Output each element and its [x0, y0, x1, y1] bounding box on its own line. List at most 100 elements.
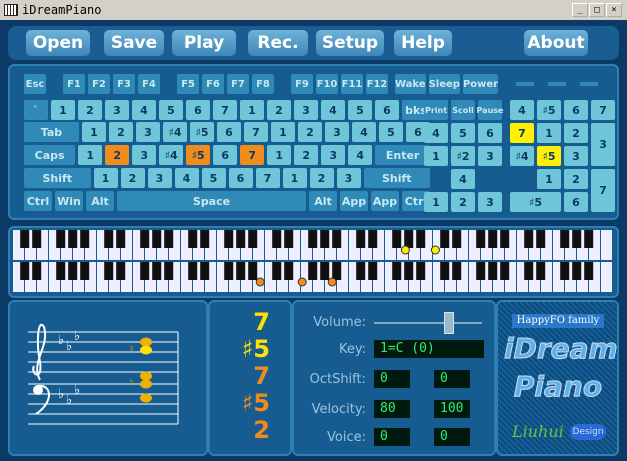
- key[interactable]: App: [371, 191, 399, 211]
- key[interactable]: 3: [321, 145, 346, 165]
- key[interactable]: Power: [462, 74, 499, 94]
- key[interactable]: ♯5: [537, 100, 561, 120]
- key[interactable]: 1: [282, 168, 307, 188]
- key[interactable]: F4: [138, 74, 160, 94]
- key[interactable]: 7: [510, 123, 534, 143]
- key[interactable]: F6: [202, 74, 224, 94]
- key[interactable]: 6: [564, 192, 588, 212]
- velocity-input[interactable]: 80: [374, 400, 410, 418]
- key[interactable]: 3: [105, 100, 129, 120]
- key[interactable]: bks: [402, 100, 430, 120]
- key[interactable]: 2: [309, 168, 334, 188]
- key[interactable]: F3: [113, 74, 135, 94]
- key[interactable]: 3: [136, 122, 160, 142]
- key[interactable]: 6: [375, 100, 399, 120]
- key[interactable]: 2: [120, 168, 145, 188]
- key[interactable]: ♯5: [186, 145, 211, 165]
- key[interactable]: Print: [424, 100, 448, 120]
- key[interactable]: 3: [564, 146, 588, 166]
- key[interactable]: Ctrl: [24, 191, 52, 211]
- key[interactable]: F5: [177, 74, 199, 94]
- key[interactable]: 6: [564, 100, 588, 120]
- key[interactable]: 3: [147, 168, 172, 188]
- octshift-input[interactable]: 0: [434, 370, 470, 388]
- close-button[interactable]: ×: [606, 3, 622, 17]
- key[interactable]: Alt: [309, 191, 337, 211]
- key[interactable]: 2: [298, 122, 322, 142]
- menu-button[interactable]: Help: [394, 30, 452, 56]
- maximize-button[interactable]: □: [589, 3, 605, 17]
- key[interactable]: `: [24, 100, 48, 120]
- key[interactable]: 4: [174, 168, 199, 188]
- key[interactable]: 3: [336, 168, 361, 188]
- key[interactable]: 6: [228, 168, 253, 188]
- key[interactable]: 1: [424, 192, 448, 212]
- key[interactable]: 5: [451, 123, 475, 143]
- key[interactable]: 7: [591, 100, 615, 120]
- key[interactable]: Alt: [86, 191, 114, 211]
- key-select[interactable]: 1=C (0): [374, 340, 484, 358]
- key[interactable]: App: [340, 191, 368, 211]
- key[interactable]: 5: [379, 122, 403, 142]
- key[interactable]: 4: [424, 123, 448, 143]
- key[interactable]: 7: [240, 145, 265, 165]
- key[interactable]: ♯2: [451, 146, 475, 166]
- key[interactable]: 5: [159, 100, 183, 120]
- octshift-input[interactable]: 0: [374, 370, 410, 388]
- key[interactable]: 1: [424, 146, 448, 166]
- key[interactable]: F12: [366, 74, 388, 94]
- key[interactable]: 2: [564, 123, 588, 143]
- key[interactable]: 2: [294, 145, 319, 165]
- key[interactable]: Win: [55, 191, 83, 211]
- key[interactable]: 1: [271, 122, 295, 142]
- key[interactable]: 7: [591, 169, 615, 212]
- key[interactable]: 7: [255, 168, 280, 188]
- key[interactable]: 1: [82, 122, 106, 142]
- key[interactable]: F10: [316, 74, 338, 94]
- voice-input[interactable]: 0: [374, 428, 410, 446]
- key[interactable]: Caps: [24, 145, 76, 165]
- key[interactable]: 2: [267, 100, 291, 120]
- key[interactable]: 4: [348, 145, 373, 165]
- key[interactable]: 4: [451, 169, 475, 189]
- key[interactable]: 1: [240, 100, 264, 120]
- key[interactable]: 7: [244, 122, 268, 142]
- key[interactable]: F7: [227, 74, 249, 94]
- velocity-input[interactable]: 100: [434, 400, 470, 418]
- key[interactable]: F1: [63, 74, 85, 94]
- key[interactable]: Pause: [477, 100, 503, 120]
- key[interactable]: 4: [132, 100, 156, 120]
- menu-button[interactable]: Setup: [316, 30, 384, 56]
- key[interactable]: 6: [186, 100, 210, 120]
- key[interactable]: 6: [213, 145, 238, 165]
- key[interactable]: 1: [78, 145, 103, 165]
- key[interactable]: ♯5: [537, 146, 561, 166]
- key[interactable]: 7: [213, 100, 237, 120]
- volume-slider[interactable]: [444, 312, 454, 334]
- menu-button[interactable]: Play: [172, 30, 236, 56]
- key[interactable]: 1: [537, 123, 561, 143]
- menu-button[interactable]: Save: [104, 30, 164, 56]
- key[interactable]: ♯5: [510, 192, 561, 212]
- key[interactable]: Shift: [24, 168, 91, 188]
- key[interactable]: 3: [591, 123, 615, 166]
- key[interactable]: Ctrl: [402, 191, 430, 211]
- key[interactable]: 4: [510, 100, 534, 120]
- key[interactable]: F9: [291, 74, 313, 94]
- key[interactable]: 1: [93, 168, 118, 188]
- menu-button[interactable]: Open: [26, 30, 90, 56]
- key[interactable]: F11: [341, 74, 363, 94]
- key[interactable]: 2: [105, 145, 130, 165]
- key[interactable]: 2: [451, 192, 475, 212]
- key[interactable]: Shift: [363, 168, 430, 188]
- key[interactable]: ♯4: [159, 145, 184, 165]
- key[interactable]: Wake: [395, 74, 426, 94]
- key[interactable]: 3: [325, 122, 349, 142]
- key[interactable]: 5: [348, 100, 372, 120]
- key[interactable]: Sleep: [428, 74, 460, 94]
- key[interactable]: Tab: [24, 122, 79, 142]
- key[interactable]: 2: [564, 169, 588, 189]
- key[interactable]: 6: [217, 122, 241, 142]
- key[interactable]: 3: [478, 192, 502, 212]
- key[interactable]: 2: [78, 100, 102, 120]
